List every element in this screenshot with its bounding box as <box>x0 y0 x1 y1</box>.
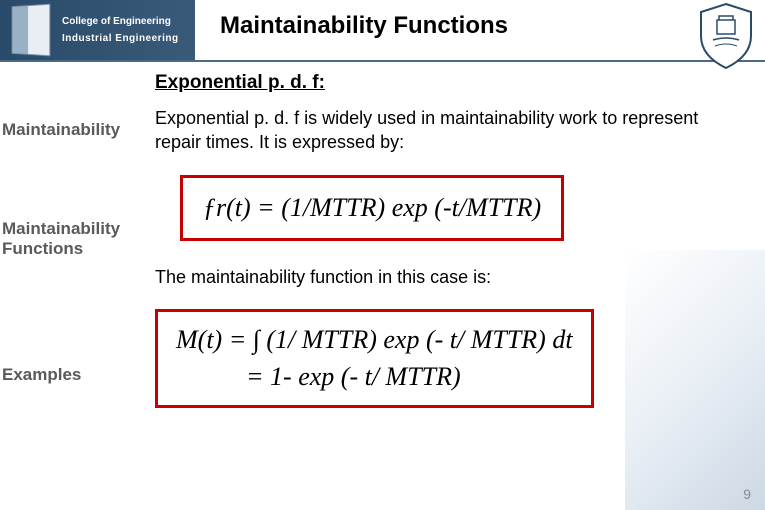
sidebar-item-maintainability: Maintainability <box>2 120 120 140</box>
formula-2-line-2: = 1- exp (- t/ MTTR) <box>176 359 573 395</box>
sidebar-item-maintainability-functions: Maintainability Functions <box>2 219 145 260</box>
sidebar-item-examples: Examples <box>2 365 81 385</box>
formula-2-line-1: M(t) = ∫ (1/ MTTR) exp (- t/ MTTR) dt <box>176 322 573 358</box>
main-content: Exponential p. d. f: Exponential p. d. f… <box>155 62 765 510</box>
header-left-block: College of Engineering Industrial Engine… <box>0 0 195 60</box>
sidebar: Maintainability Maintainability Function… <box>0 62 145 510</box>
university-crest <box>695 2 757 70</box>
formula-box-1: ƒr(t) = (1/MTTR) exp (-t/MTTR) <box>180 175 564 241</box>
college-label: College of Engineering <box>62 16 179 27</box>
shield-icon <box>695 2 757 70</box>
page-title: Maintainability Functions <box>220 12 508 40</box>
content-area: Maintainability Maintainability Function… <box>0 62 765 510</box>
page-number: 9 <box>743 486 751 502</box>
intro-text: Exponential p. d. f is widely used in ma… <box>155 106 745 155</box>
book-icon <box>12 4 51 57</box>
mid-text: The maintainability function in this cas… <box>155 265 745 289</box>
formula-box-2: M(t) = ∫ (1/ MTTR) exp (- t/ MTTR) dt = … <box>155 309 594 408</box>
header-left-text: College of Engineering Industrial Engine… <box>62 16 179 44</box>
slide-header: College of Engineering Industrial Engine… <box>0 0 765 62</box>
section-title: Exponential p. d. f: <box>155 72 745 94</box>
formula-1: ƒr(t) = (1/MTTR) exp (-t/MTTR) <box>203 190 541 226</box>
dept-label: Industrial Engineering <box>62 33 179 44</box>
